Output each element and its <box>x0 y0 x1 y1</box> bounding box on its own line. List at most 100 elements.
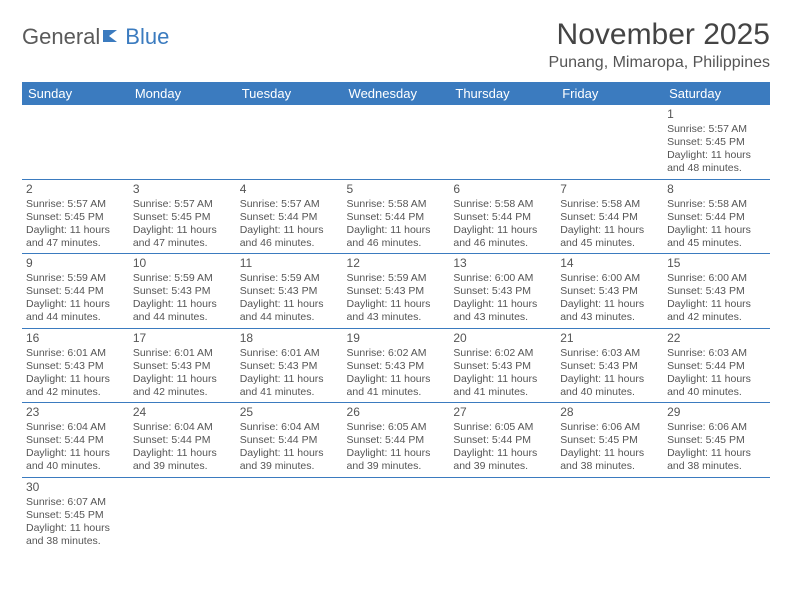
d1-text: Daylight: 11 hours <box>26 522 125 535</box>
day-number: 30 <box>26 480 125 495</box>
d1-text: Daylight: 11 hours <box>560 298 659 311</box>
d2-text: and 44 minutes. <box>240 311 339 324</box>
weekday-header: Monday <box>129 82 236 105</box>
weekday-header-row: Sunday Monday Tuesday Wednesday Thursday… <box>22 82 770 105</box>
calendar-cell: 20Sunrise: 6:02 AMSunset: 5:43 PMDayligh… <box>449 328 556 403</box>
day-number: 9 <box>26 256 125 271</box>
calendar-cell <box>129 105 236 179</box>
day-number: 21 <box>560 331 659 346</box>
calendar-cell: 24Sunrise: 6:04 AMSunset: 5:44 PMDayligh… <box>129 403 236 478</box>
calendar-cell <box>236 477 343 551</box>
sunrise-text: Sunrise: 6:06 AM <box>667 421 766 434</box>
location: Punang, Mimaropa, Philippines <box>549 54 770 72</box>
day-number: 6 <box>453 182 552 197</box>
d2-text: and 44 minutes. <box>26 311 125 324</box>
d1-text: Daylight: 11 hours <box>26 224 125 237</box>
sunrise-text: Sunrise: 5:57 AM <box>667 123 766 136</box>
weekday-header: Thursday <box>449 82 556 105</box>
calendar-cell <box>343 105 450 179</box>
calendar-cell: 27Sunrise: 6:05 AMSunset: 5:44 PMDayligh… <box>449 403 556 478</box>
sunset-text: Sunset: 5:43 PM <box>347 360 446 373</box>
d2-text: and 42 minutes. <box>133 386 232 399</box>
sunset-text: Sunset: 5:43 PM <box>133 360 232 373</box>
day-number: 3 <box>133 182 232 197</box>
sunset-text: Sunset: 5:44 PM <box>667 211 766 224</box>
logo-word1: General <box>22 24 100 50</box>
d1-text: Daylight: 11 hours <box>667 447 766 460</box>
calendar-cell: 16Sunrise: 6:01 AMSunset: 5:43 PMDayligh… <box>22 328 129 403</box>
d2-text: and 38 minutes. <box>560 460 659 473</box>
weekday-header: Wednesday <box>343 82 450 105</box>
sunrise-text: Sunrise: 5:58 AM <box>347 198 446 211</box>
sunrise-text: Sunrise: 6:00 AM <box>560 272 659 285</box>
calendar-cell: 2Sunrise: 5:57 AMSunset: 5:45 PMDaylight… <box>22 179 129 254</box>
day-number: 25 <box>240 405 339 420</box>
sunrise-text: Sunrise: 5:59 AM <box>240 272 339 285</box>
sunset-text: Sunset: 5:43 PM <box>453 285 552 298</box>
d2-text: and 40 minutes. <box>667 386 766 399</box>
d2-text: and 46 minutes. <box>240 237 339 250</box>
day-number: 1 <box>667 107 766 122</box>
d2-text: and 46 minutes. <box>347 237 446 250</box>
calendar-cell: 30Sunrise: 6:07 AMSunset: 5:45 PMDayligh… <box>22 477 129 551</box>
sunrise-text: Sunrise: 6:01 AM <box>133 347 232 360</box>
sunset-text: Sunset: 5:44 PM <box>347 211 446 224</box>
sunrise-text: Sunrise: 6:06 AM <box>560 421 659 434</box>
d2-text: and 40 minutes. <box>560 386 659 399</box>
d2-text: and 40 minutes. <box>26 460 125 473</box>
flag-icon <box>103 24 123 50</box>
calendar-cell: 26Sunrise: 6:05 AMSunset: 5:44 PMDayligh… <box>343 403 450 478</box>
title-block: November 2025 Punang, Mimaropa, Philippi… <box>549 18 770 72</box>
sunset-text: Sunset: 5:44 PM <box>560 211 659 224</box>
day-number: 29 <box>667 405 766 420</box>
calendar-cell <box>556 105 663 179</box>
sunrise-text: Sunrise: 5:58 AM <box>560 198 659 211</box>
calendar-cell: 9Sunrise: 5:59 AMSunset: 5:44 PMDaylight… <box>22 254 129 329</box>
sunrise-text: Sunrise: 5:59 AM <box>133 272 232 285</box>
d2-text: and 42 minutes. <box>667 311 766 324</box>
calendar-cell: 10Sunrise: 5:59 AMSunset: 5:43 PMDayligh… <box>129 254 236 329</box>
sunset-text: Sunset: 5:43 PM <box>667 285 766 298</box>
day-number: 13 <box>453 256 552 271</box>
sunrise-text: Sunrise: 6:02 AM <box>453 347 552 360</box>
weekday-header: Sunday <box>22 82 129 105</box>
sunset-text: Sunset: 5:43 PM <box>347 285 446 298</box>
sunset-text: Sunset: 5:44 PM <box>347 434 446 447</box>
day-number: 12 <box>347 256 446 271</box>
calendar-row: 9Sunrise: 5:59 AMSunset: 5:44 PMDaylight… <box>22 254 770 329</box>
sunrise-text: Sunrise: 6:01 AM <box>26 347 125 360</box>
sunset-text: Sunset: 5:44 PM <box>453 434 552 447</box>
day-number: 26 <box>347 405 446 420</box>
d1-text: Daylight: 11 hours <box>240 224 339 237</box>
sunrise-text: Sunrise: 6:00 AM <box>667 272 766 285</box>
sunset-text: Sunset: 5:45 PM <box>26 509 125 522</box>
d2-text: and 39 minutes. <box>347 460 446 473</box>
d2-text: and 46 minutes. <box>453 237 552 250</box>
calendar-cell: 11Sunrise: 5:59 AMSunset: 5:43 PMDayligh… <box>236 254 343 329</box>
calendar-cell: 3Sunrise: 5:57 AMSunset: 5:45 PMDaylight… <box>129 179 236 254</box>
sunset-text: Sunset: 5:45 PM <box>667 434 766 447</box>
day-number: 4 <box>240 182 339 197</box>
d1-text: Daylight: 11 hours <box>667 298 766 311</box>
calendar-cell <box>343 477 450 551</box>
calendar-cell: 21Sunrise: 6:03 AMSunset: 5:43 PMDayligh… <box>556 328 663 403</box>
d1-text: Daylight: 11 hours <box>133 447 232 460</box>
calendar-cell: 6Sunrise: 5:58 AMSunset: 5:44 PMDaylight… <box>449 179 556 254</box>
sunrise-text: Sunrise: 6:04 AM <box>133 421 232 434</box>
d2-text: and 39 minutes. <box>240 460 339 473</box>
sunrise-text: Sunrise: 5:59 AM <box>26 272 125 285</box>
d1-text: Daylight: 11 hours <box>453 373 552 386</box>
logo: General Blue <box>22 24 169 50</box>
d1-text: Daylight: 11 hours <box>240 447 339 460</box>
sunset-text: Sunset: 5:43 PM <box>240 285 339 298</box>
calendar-cell: 18Sunrise: 6:01 AMSunset: 5:43 PMDayligh… <box>236 328 343 403</box>
day-number: 16 <box>26 331 125 346</box>
day-number: 24 <box>133 405 232 420</box>
d1-text: Daylight: 11 hours <box>347 447 446 460</box>
calendar-cell <box>449 105 556 179</box>
sunrise-text: Sunrise: 5:57 AM <box>133 198 232 211</box>
d1-text: Daylight: 11 hours <box>133 373 232 386</box>
d2-text: and 44 minutes. <box>133 311 232 324</box>
calendar-table: Sunday Monday Tuesday Wednesday Thursday… <box>22 82 770 551</box>
day-number: 15 <box>667 256 766 271</box>
